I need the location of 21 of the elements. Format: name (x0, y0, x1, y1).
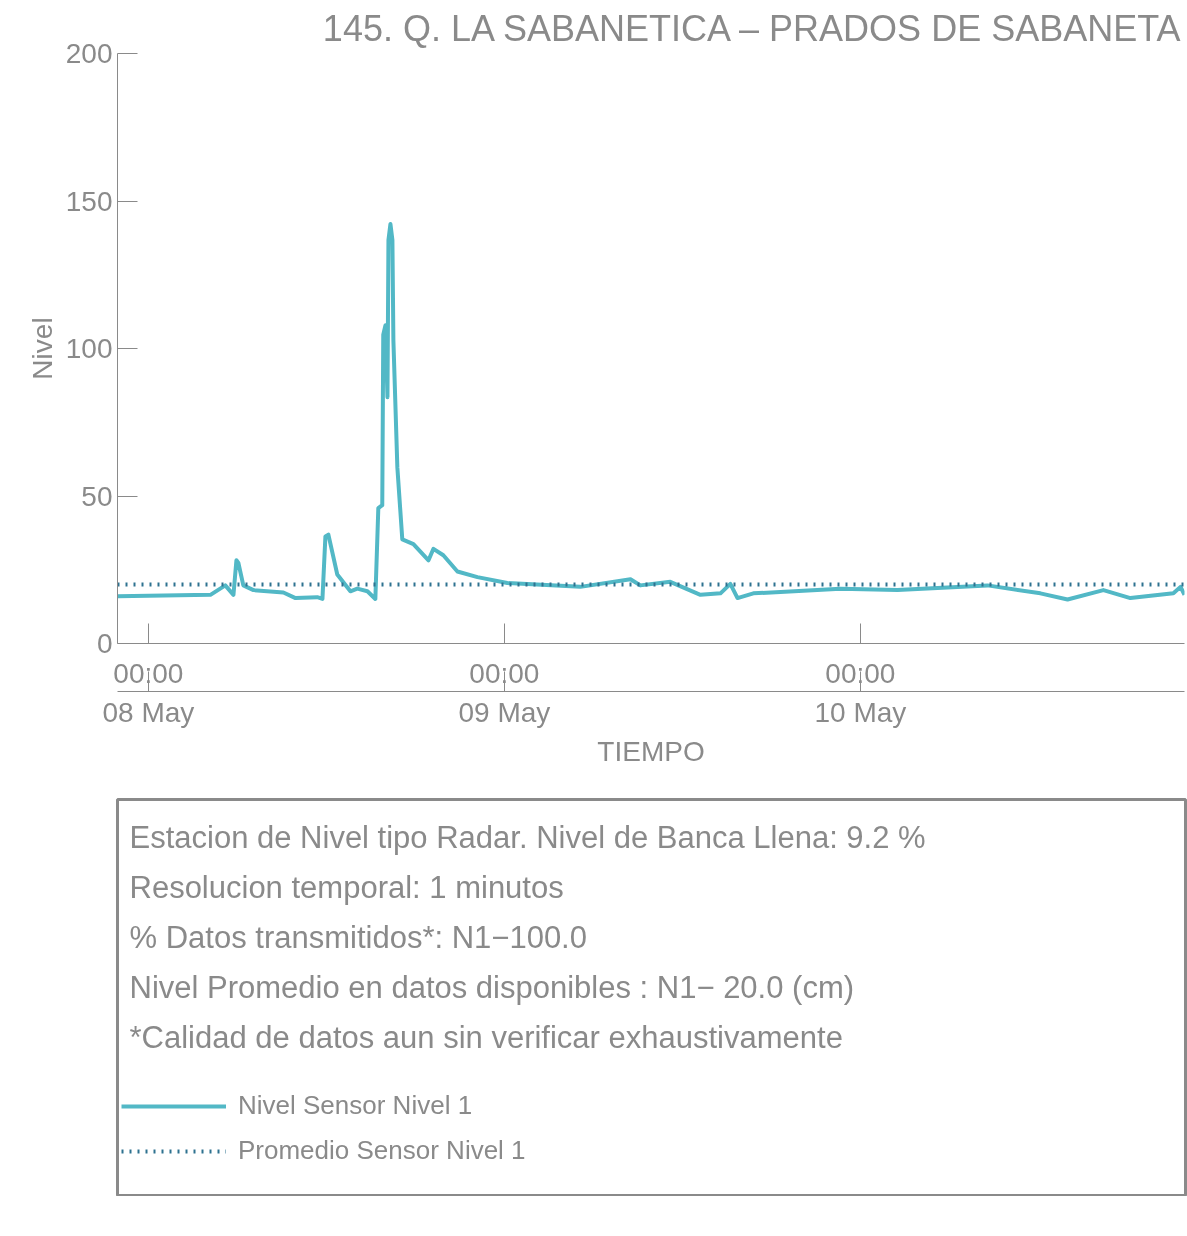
text: % Datos transmitidos*: N1−100.0 (129, 920, 587, 955)
text: *Calidad de datos aun sin verificar exhaustivamente (129, 1020, 843, 1055)
text: Nivel Promedio en datos disponibles : N1− 20.0 (cm) (129, 970, 855, 1005)
y-tick-label: 200 (65, 38, 113, 69)
x2-tick-label: 08 May (102, 696, 195, 728)
y-tick-label: 50 (81, 480, 113, 512)
y-tick-label: 100 (65, 333, 113, 364)
text: Estacion de Nivel tipo Radar. Nivel de Banca Llena: 9.2 % (129, 820, 926, 855)
y-tick-label: 150 (65, 185, 113, 217)
x-tick-label: 00:00 (469, 657, 540, 689)
x-tick-label: 00:00 (825, 657, 896, 689)
x-axis-title: TIEMPO (597, 735, 705, 767)
chart-title: 145. Q. LA SABANETICA – PRADOS DE SABANETA (322, 7, 1181, 49)
legend-label: Promedio Sensor Nivel 1 (238, 1135, 526, 1166)
y-axis-title: Nivel (26, 317, 58, 380)
x2-tick-label: 09 May (458, 696, 551, 728)
x2-tick-label: 10 May (814, 696, 907, 728)
text: Resolucion temporal: 1 minutos (129, 870, 564, 905)
x-tick-label: 00:00 (113, 657, 184, 689)
legend-label: Nivel Sensor Nivel 1 (238, 1090, 473, 1121)
y-tick-label: 0 (96, 628, 113, 659)
